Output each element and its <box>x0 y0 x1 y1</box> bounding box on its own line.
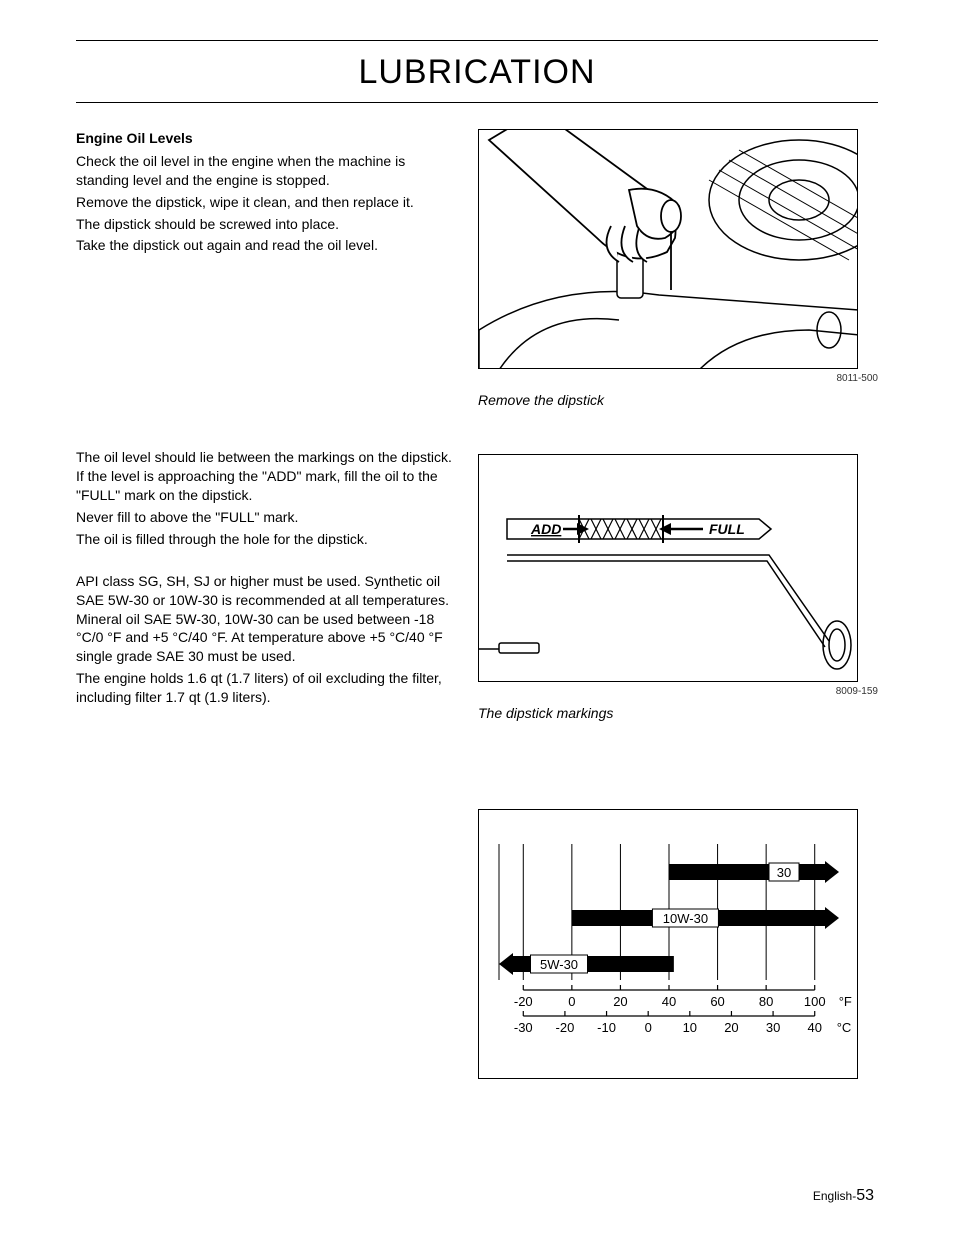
para: The oil level should lie between the mar… <box>76 448 452 505</box>
para: Remove the dipstick, wipe it clean, and … <box>76 193 452 212</box>
figure-caption: Remove the dipstick <box>478 392 878 408</box>
svg-text:10W-30: 10W-30 <box>663 911 708 926</box>
svg-text:-10: -10 <box>597 1020 616 1035</box>
para: The oil is filled through the hole for t… <box>76 530 452 549</box>
svg-text:-20: -20 <box>556 1020 575 1035</box>
svg-text:0: 0 <box>645 1020 652 1035</box>
para: The engine holds 1.6 qt (1.7 liters) of … <box>76 669 452 707</box>
svg-text:100: 100 <box>804 994 826 1009</box>
svg-text:60: 60 <box>710 994 724 1009</box>
svg-text:-20: -20 <box>514 994 533 1009</box>
full-label: FULL <box>709 521 745 537</box>
dipstick-illustration <box>479 130 858 369</box>
svg-text:°F: °F <box>839 994 852 1009</box>
para: Take the dipstick out again and read the… <box>76 236 452 255</box>
svg-text:80: 80 <box>759 994 773 1009</box>
figure-viscosity-chart: 30 10W-30 5W-30 -20 0 20 40 60 80 100 °F -30 -20 -10 0… <box>478 809 858 1079</box>
figure-remove-dipstick <box>478 129 858 369</box>
para: Never fill to above the "FULL" mark. <box>76 508 452 527</box>
para: The dipstick should be screwed into plac… <box>76 215 452 234</box>
add-label: ADD <box>530 521 561 537</box>
svg-text:40: 40 <box>807 1020 821 1035</box>
svg-text:30: 30 <box>766 1020 780 1035</box>
para: Check the oil level in the engine when t… <box>76 152 452 190</box>
svg-text:5W-30: 5W-30 <box>540 957 578 972</box>
footer-lang: English <box>813 1189 852 1203</box>
figure-ref: 8009-159 <box>478 686 878 697</box>
svg-text:30: 30 <box>777 865 791 880</box>
svg-text:-30: -30 <box>514 1020 533 1035</box>
figure-dipstick-markings: ADD FULL <box>478 454 858 682</box>
svg-text:0: 0 <box>568 994 575 1009</box>
footer-page-number: 53 <box>856 1187 874 1204</box>
para: API class SG, SH, SJ or higher must be u… <box>76 572 452 666</box>
svg-text:40: 40 <box>662 994 676 1009</box>
dipstick-markings-illustration: ADD FULL <box>479 455 858 682</box>
figure-caption: The dipstick markings <box>478 705 878 721</box>
svg-text:°C: °C <box>837 1020 852 1035</box>
body-text-column: Engine Oil Levels Check the oil level in… <box>76 129 452 1079</box>
page-title: LUBRICATION <box>76 53 878 92</box>
page-footer: English-53 <box>813 1187 874 1205</box>
figure-column: 8011-500 Remove the dipstick <box>478 129 878 1079</box>
svg-text:10: 10 <box>683 1020 697 1035</box>
section-heading: Engine Oil Levels <box>76 129 452 148</box>
svg-text:20: 20 <box>613 994 627 1009</box>
svg-text:20: 20 <box>724 1020 738 1035</box>
viscosity-chart-svg: 30 10W-30 5W-30 -20 0 20 40 60 80 100 °F -30 -20 -10 0… <box>479 810 858 1079</box>
figure-ref: 8011-500 <box>478 373 878 384</box>
